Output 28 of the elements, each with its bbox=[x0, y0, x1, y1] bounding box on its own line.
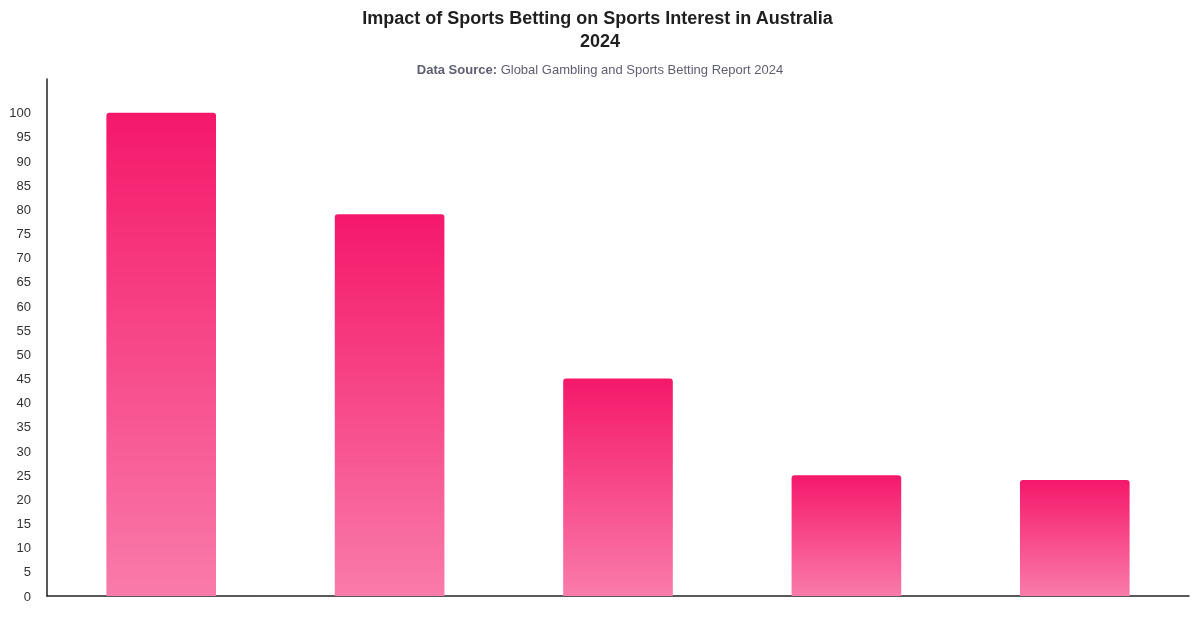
bar bbox=[563, 378, 673, 596]
y-tick-label: 35 bbox=[16, 419, 31, 435]
y-tick-label: 25 bbox=[16, 467, 31, 483]
y-tick-label: 20 bbox=[16, 491, 31, 507]
chart-title: Impact of Sports Betting on Sports Interest in Australia 2024 bbox=[362, 7, 838, 51]
y-tick-label: 85 bbox=[16, 177, 31, 193]
bar bbox=[106, 112, 217, 596]
y-tick-label: 15 bbox=[16, 516, 31, 532]
y-tick-label: 75 bbox=[16, 226, 31, 242]
y-tick-label: 0 bbox=[23, 588, 31, 604]
y-tick-label: 10 bbox=[16, 540, 31, 556]
y-tick-label: 5 bbox=[23, 564, 31, 580]
y-tick-label: 65 bbox=[16, 274, 31, 290]
y-tick-label: 50 bbox=[16, 346, 31, 362]
y-tick-label: 90 bbox=[16, 153, 31, 169]
y-tick-label: 60 bbox=[16, 298, 31, 314]
chart-subtitle: Data Source: Global Gambling and Sports Betting Report 2024 bbox=[416, 62, 784, 77]
y-tick-label: 45 bbox=[16, 371, 31, 387]
y-tick-label: 30 bbox=[16, 443, 31, 459]
y-tick-label: 40 bbox=[16, 395, 31, 411]
y-tick-label: 95 bbox=[16, 129, 31, 145]
y-tick-label: 80 bbox=[16, 201, 31, 217]
bar bbox=[791, 475, 902, 596]
bar bbox=[334, 214, 445, 596]
y-tick-label: 55 bbox=[16, 322, 31, 338]
y-tick-label: 100 bbox=[9, 105, 31, 121]
bar bbox=[1019, 480, 1130, 596]
y-tick-label: 70 bbox=[16, 250, 31, 266]
